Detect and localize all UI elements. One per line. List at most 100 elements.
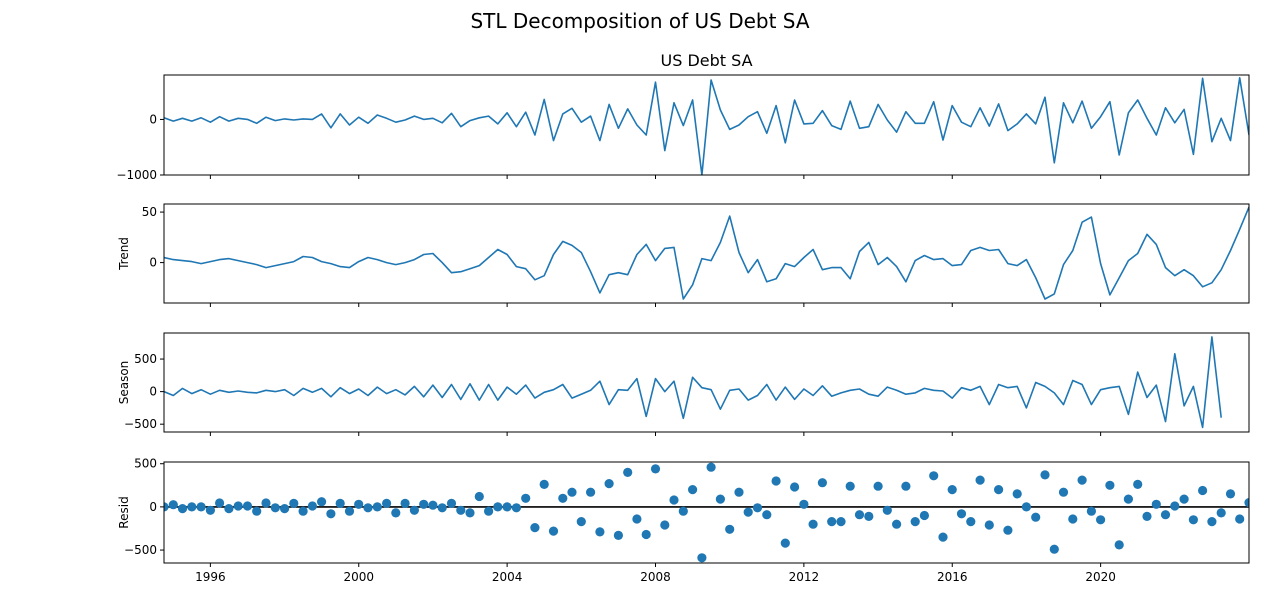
- resid-point: [168, 500, 178, 510]
- resid-point: [437, 503, 447, 513]
- resid-point: [901, 481, 911, 491]
- axes-frame: [163, 461, 1250, 564]
- resid-point: [595, 527, 605, 537]
- resid-point: [1160, 510, 1171, 520]
- season-panel-data: [164, 336, 1222, 429]
- resid-point: [1235, 514, 1245, 524]
- resid-point: [270, 503, 280, 513]
- resid-point: [1021, 502, 1031, 512]
- resid-point: [919, 510, 930, 521]
- resid-point: [910, 517, 920, 527]
- resid-point: [743, 507, 753, 517]
- resid-point: [808, 519, 818, 529]
- resid-point: [975, 475, 985, 485]
- resid-point: [650, 464, 661, 474]
- resid-point: [177, 504, 188, 514]
- y-tick-label: 0: [149, 256, 157, 270]
- y-tick-label: 500: [134, 352, 157, 366]
- resid-panel: −500 0 500 1996 2000 2004 2008 2012 2016 2020 Resi…: [117, 457, 1250, 584]
- resid-point: [196, 502, 206, 512]
- resid-point: [994, 485, 1004, 495]
- resid-point: [242, 501, 253, 511]
- resid-point: [1179, 494, 1189, 504]
- resid-point: [1086, 506, 1096, 516]
- resid-point: [298, 506, 308, 516]
- resid-point: [409, 505, 419, 515]
- resid-point: [892, 519, 902, 529]
- resid-point: [613, 530, 624, 541]
- resid-point: [187, 502, 197, 512]
- resid-point: [1031, 512, 1041, 522]
- resid-point: [511, 503, 521, 513]
- x-tick-label: 1996: [195, 570, 226, 584]
- resid-point: [354, 499, 364, 509]
- resid-point: [456, 505, 466, 515]
- resid-point: [641, 529, 651, 540]
- resid-point: [465, 508, 475, 518]
- resid-point: [1049, 544, 1059, 554]
- series-line: [164, 206, 1249, 300]
- resid-point: [966, 517, 976, 527]
- resid-point: [326, 509, 336, 519]
- resid-point: [632, 514, 642, 524]
- resid-point: [984, 520, 994, 530]
- resid-point: [363, 503, 373, 513]
- series-line: [164, 77, 1249, 175]
- series-line: [164, 336, 1222, 429]
- resid-point: [660, 520, 670, 530]
- resid-point: [419, 499, 429, 509]
- resid-point: [576, 517, 586, 527]
- resid-point: [1077, 475, 1087, 485]
- axes-frame: [163, 332, 1250, 433]
- x-tick-label: 2012: [789, 570, 820, 584]
- resid-point: [1188, 515, 1198, 525]
- x-tick-label: 2008: [640, 570, 671, 584]
- resid-point: [1096, 515, 1106, 525]
- resid-point: [1198, 485, 1208, 496]
- resid-point: [530, 523, 540, 533]
- resid-point: [1207, 517, 1217, 527]
- resid-point: [382, 498, 392, 508]
- trend-panel: 0 50 Trend: [117, 203, 1250, 307]
- resid-point: [845, 481, 855, 491]
- resid-point: [548, 526, 559, 536]
- resid-point: [956, 509, 967, 519]
- resid-point: [307, 501, 317, 511]
- resid-point: [604, 479, 614, 489]
- resid-point: [521, 493, 531, 503]
- resid-point: [233, 501, 243, 511]
- resid-point: [1114, 540, 1124, 550]
- resid-point: [706, 462, 716, 472]
- y-tick-label: −500: [124, 543, 157, 557]
- resid-point: [623, 467, 633, 477]
- resid-point: [734, 487, 744, 497]
- y-tick-label: −1000: [116, 168, 157, 182]
- resid-point: [261, 498, 271, 508]
- us-debt-panel: −1000 0 US Debt SA: [116, 51, 1250, 182]
- resid-point: [1244, 498, 1249, 508]
- resid-point: [317, 497, 327, 507]
- resid-point: [854, 510, 865, 520]
- resid-point: [1003, 525, 1013, 535]
- resid-point: [780, 538, 790, 548]
- resid-point: [280, 504, 290, 514]
- resid-point: [493, 502, 503, 512]
- us-debt-panel-data: [164, 77, 1249, 175]
- resid-point: [678, 506, 688, 516]
- x-tick-label: 2016: [937, 570, 968, 584]
- resid-point: [688, 485, 698, 495]
- resid-point: [428, 500, 438, 510]
- y-tick-label: 50: [142, 205, 157, 219]
- resid-point: [1133, 479, 1143, 489]
- resid-panel-data: [164, 462, 1249, 563]
- resid-point: [836, 517, 846, 527]
- resid-point: [827, 517, 837, 527]
- resid-point: [400, 498, 410, 508]
- y-tick-label: 0: [149, 500, 157, 514]
- resid-point: [1151, 499, 1161, 509]
- resid-point: [205, 505, 215, 515]
- panel-title: US Debt SA: [660, 51, 752, 70]
- resid-point: [697, 553, 707, 563]
